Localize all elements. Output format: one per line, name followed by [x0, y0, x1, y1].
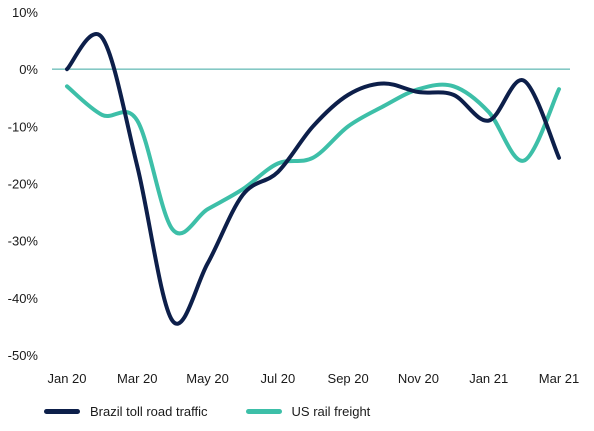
series-line-us-rail-freight [65, 82, 561, 236]
y-tick-label: -50% [8, 348, 39, 363]
x-tick-label: Mar 20 [117, 371, 157, 386]
series-group [65, 32, 561, 326]
x-axis: Jan 20 Mar 20 May 20 Jul 20 Sep 20 Nov 20 Jan … [47, 371, 579, 386]
x-tick-label: Nov 20 [398, 371, 439, 386]
x-tick-label: Jan 21 [469, 371, 508, 386]
y-axis: 10% 0% -10% -20% -30% -40% -50% [8, 5, 39, 363]
legend-swatch-us [245, 409, 282, 414]
y-tick-label: -30% [8, 234, 39, 249]
legend-label-brazil: Brazil toll road traffic [90, 404, 208, 419]
legend-swatch-brazil [44, 409, 80, 414]
x-tick-label: Mar 21 [539, 371, 579, 386]
x-tick-label: Jan 20 [47, 371, 86, 386]
legend-item-us: US rail freight [245, 404, 371, 419]
legend-label-us: US rail freight [291, 404, 371, 419]
y-tick-label: -40% [8, 291, 39, 306]
y-tick-label: 10% [12, 5, 38, 20]
y-tick-label: -20% [8, 177, 39, 192]
legend-item-brazil: Brazil toll road traffic [44, 404, 208, 419]
series-line-brazil-toll-road-traffic [65, 32, 561, 326]
legend: Brazil toll road traffic US rail freight [44, 404, 408, 419]
x-tick-label: Sep 20 [328, 371, 369, 386]
x-tick-label: Jul 20 [261, 371, 296, 386]
x-tick-label: May 20 [186, 371, 229, 386]
y-tick-label: 0% [19, 62, 38, 77]
y-tick-label: -10% [8, 119, 39, 134]
